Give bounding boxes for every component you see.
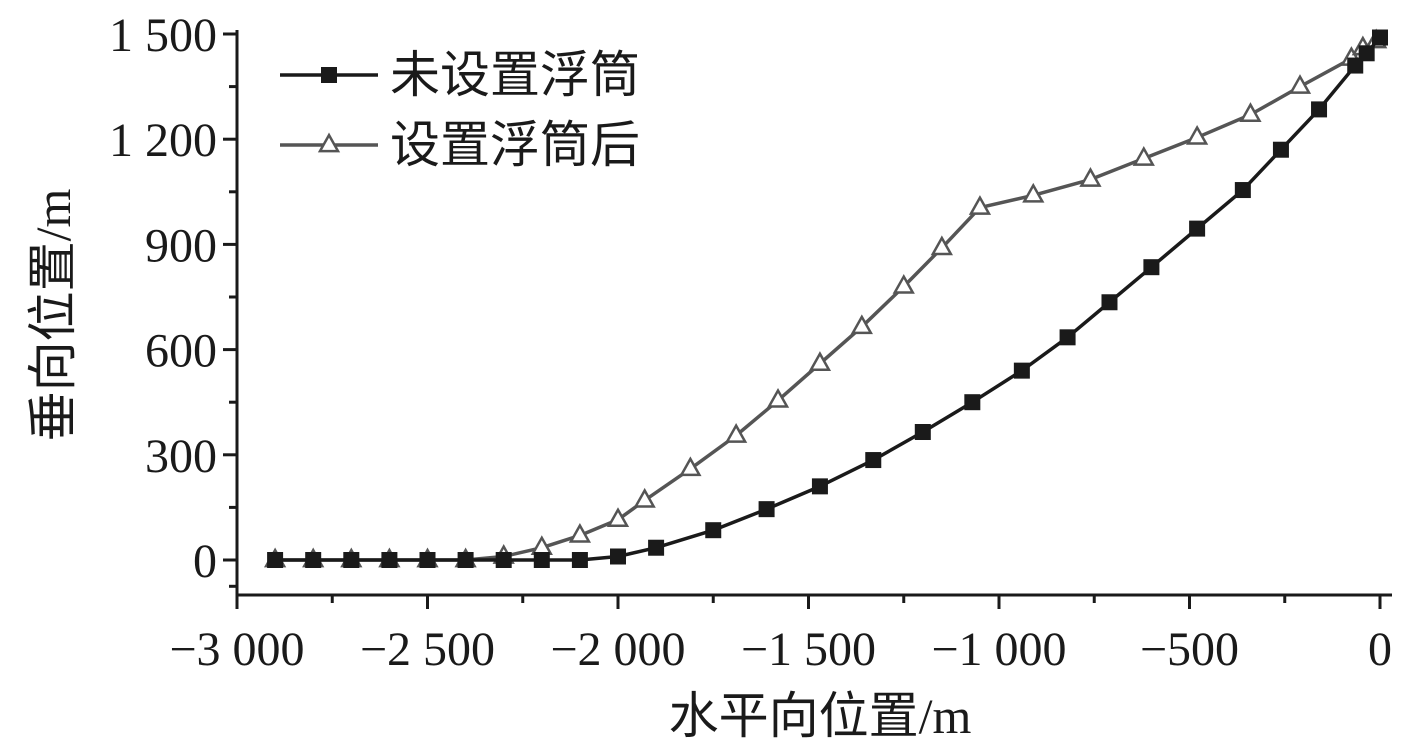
data-point (606, 507, 630, 528)
x-axis-title: 水平向位置/m (669, 688, 972, 744)
data-point (914, 424, 931, 441)
data-point (679, 456, 702, 477)
x-tick-label: −1 000 (931, 623, 1066, 676)
x-tick-label: −500 (1140, 623, 1239, 676)
data-point (648, 539, 665, 556)
data-point (1234, 182, 1251, 199)
data-point (1013, 362, 1030, 379)
data-point (1239, 102, 1262, 122)
ticks: −3 000 −2 500 −2 000 −1 500 −1 000 −500 0 0 300 6… (109, 9, 1392, 676)
data-point (381, 552, 398, 568)
data-point (419, 552, 436, 568)
data-point (811, 478, 828, 495)
legend-marker (317, 132, 341, 153)
data-point (495, 552, 512, 568)
data-point (724, 423, 748, 443)
data-point (568, 522, 592, 543)
legend-label: 设置浮筒后 (390, 117, 640, 173)
y-tick-label: 1 200 (109, 114, 217, 167)
x-tick-label: −2 000 (550, 623, 685, 676)
y-tick-label: 1 500 (109, 9, 217, 62)
data-point (1272, 141, 1289, 158)
data-point (1358, 45, 1375, 62)
data-point (1143, 259, 1160, 276)
data-point (571, 552, 588, 568)
data-point (808, 351, 832, 371)
data-point (1185, 124, 1209, 145)
data-point (1189, 220, 1206, 237)
data-point (1079, 167, 1102, 187)
legend-entry: 设置浮筒后 (280, 117, 640, 173)
data-point (1059, 329, 1076, 346)
data-point (930, 235, 953, 256)
data-point (1372, 29, 1388, 46)
axes (235, 30, 1392, 597)
data-point (1288, 74, 1312, 94)
y-axis-title: 垂向位置/m (25, 189, 81, 442)
data-point (343, 552, 360, 568)
series-line (275, 36, 1382, 562)
data-point (1101, 294, 1118, 311)
data-point (1347, 57, 1364, 74)
data-point (633, 487, 656, 508)
data-point (267, 552, 284, 568)
data-point (964, 394, 981, 411)
legend-marker (321, 67, 337, 83)
data-point (457, 552, 474, 568)
x-tick-label: −2 500 (360, 623, 495, 676)
data-point (610, 548, 626, 565)
data-point (758, 501, 775, 518)
series-square (267, 29, 1388, 568)
x-tick-label: −3 000 (169, 623, 304, 676)
data-point (865, 452, 882, 469)
legend-entry: 未设置浮筒 (280, 47, 640, 103)
data-point (305, 552, 322, 568)
data-point (766, 387, 790, 408)
data-point (892, 274, 915, 294)
data-point (533, 552, 550, 568)
data-point (850, 314, 873, 335)
x-tick-label: −1 500 (741, 623, 876, 676)
data-point (1132, 146, 1155, 166)
series (263, 28, 1388, 568)
x-tick-label: 0 (1368, 623, 1392, 676)
y-tick-label: 600 (145, 325, 217, 378)
data-point (705, 522, 722, 539)
y-tick-label: 0 (193, 535, 217, 588)
data-point (968, 195, 992, 215)
y-tick-label: 900 (145, 219, 217, 272)
y-tick-label: 300 (145, 430, 217, 483)
legend-label: 未设置浮筒 (390, 47, 640, 103)
data-point (1311, 101, 1328, 118)
data-point (1022, 182, 1045, 203)
